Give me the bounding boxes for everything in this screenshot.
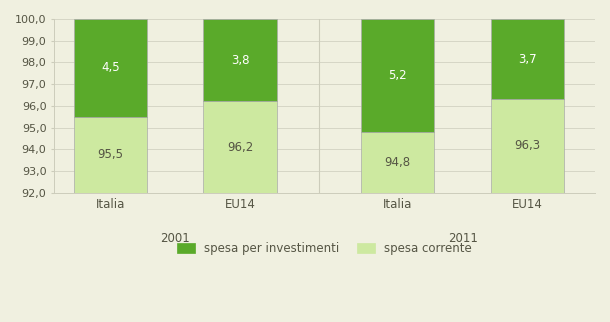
Bar: [361, 19, 434, 132]
Bar: [74, 19, 147, 117]
Text: 95,5: 95,5: [98, 148, 123, 161]
Bar: [204, 19, 277, 101]
Bar: [491, 19, 564, 99]
Text: 3,7: 3,7: [518, 53, 537, 66]
Text: 4,5: 4,5: [101, 62, 120, 74]
Bar: [204, 101, 277, 193]
Text: 3,8: 3,8: [231, 54, 249, 67]
Text: 96,2: 96,2: [227, 141, 253, 154]
Text: 96,3: 96,3: [514, 139, 540, 153]
Bar: [361, 132, 434, 193]
Text: 2001: 2001: [160, 232, 190, 244]
Legend: spesa per investimenti, spesa corrente: spesa per investimenti, spesa corrente: [173, 237, 477, 260]
Text: 94,8: 94,8: [385, 156, 411, 169]
Text: 5,2: 5,2: [389, 69, 407, 82]
Bar: [74, 117, 147, 193]
Bar: [491, 99, 564, 193]
Text: 2011: 2011: [448, 232, 478, 244]
